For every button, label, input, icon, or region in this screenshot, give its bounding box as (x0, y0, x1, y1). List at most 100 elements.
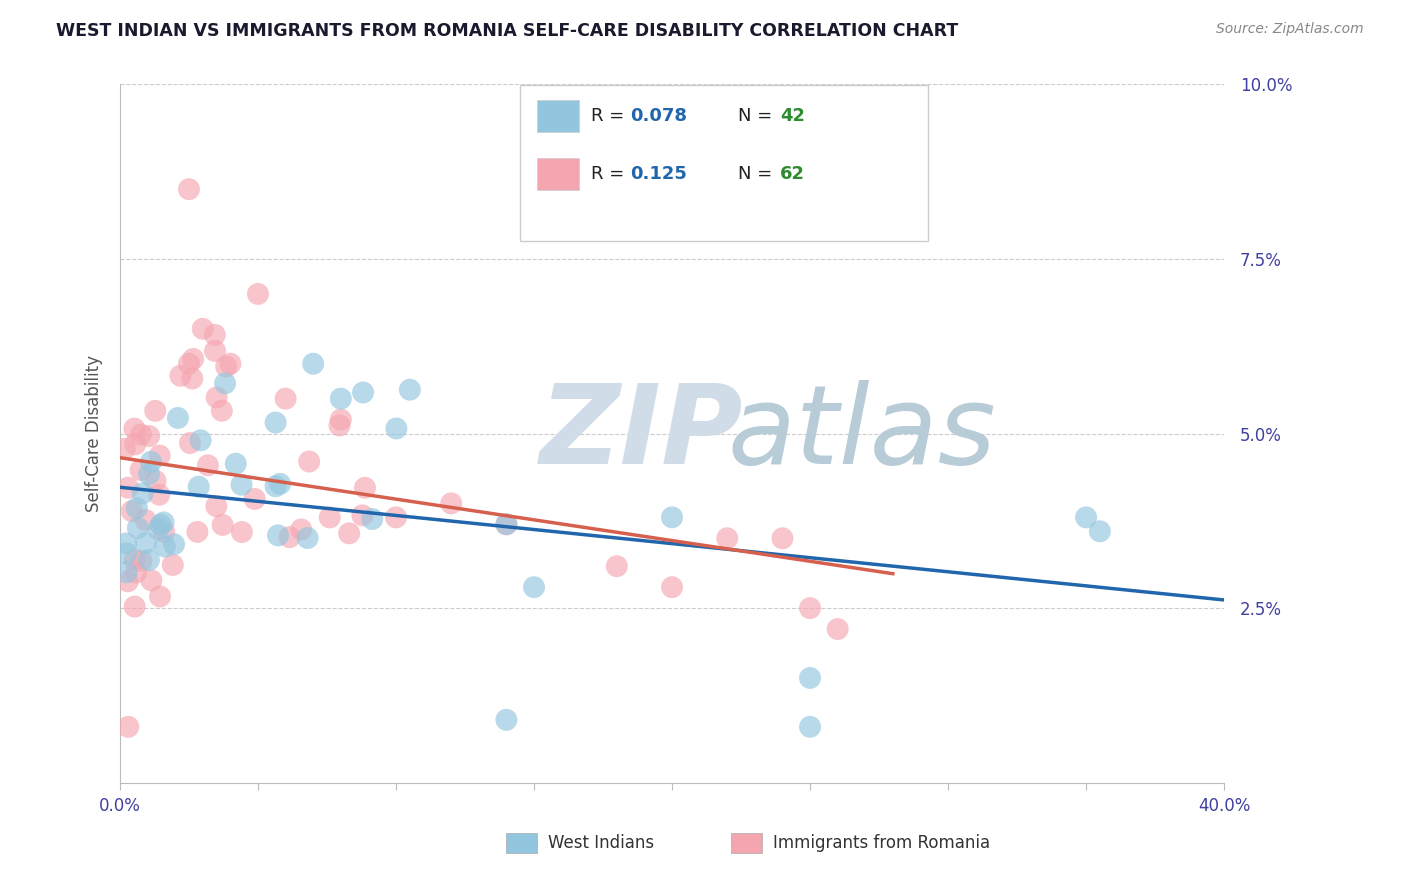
Text: N =: N = (738, 107, 778, 125)
Text: atlas: atlas (727, 380, 995, 487)
Point (197, 458, 219, 473)
Point (354, 481, 377, 495)
Text: WEST INDIAN VS IMMIGRANTS FROM ROMANIA SELF-CARE DISABILITY CORRELATION CHART: WEST INDIAN VS IMMIGRANTS FROM ROMANIA S… (56, 22, 959, 40)
Point (267, 528, 290, 542)
Point (278, 530, 301, 544)
Point (135, 513, 157, 527)
Point (177, 182, 200, 196)
Point (117, 481, 139, 495)
Point (214, 376, 236, 391)
Point (124, 421, 146, 435)
Point (121, 504, 143, 518)
Point (264, 479, 287, 493)
Point (138, 553, 160, 567)
Point (162, 558, 184, 572)
Point (1074, 510, 1097, 524)
Point (205, 499, 228, 513)
Point (243, 491, 266, 506)
Point (269, 476, 291, 491)
Point (211, 517, 233, 532)
Point (495, 517, 517, 532)
Point (1088, 524, 1111, 539)
Point (125, 566, 148, 580)
Text: West Indians: West Indians (548, 834, 654, 852)
Text: R =: R = (591, 107, 630, 125)
Text: Immigrants from Romania: Immigrants from Romania (773, 834, 990, 852)
Y-axis label: Self-Care Disability: Self-Care Disability (86, 355, 103, 512)
Point (186, 524, 208, 539)
Point (131, 554, 153, 568)
Point (337, 526, 360, 541)
Point (124, 437, 146, 451)
Text: 62: 62 (780, 165, 806, 183)
Point (148, 522, 170, 536)
Point (440, 496, 463, 510)
Point (181, 371, 204, 385)
Point (181, 351, 204, 366)
Point (141, 574, 163, 588)
Point (204, 327, 226, 342)
Point (204, 344, 226, 359)
Point (152, 516, 174, 530)
Point (211, 403, 233, 417)
Point (153, 540, 176, 554)
Point (143, 404, 166, 418)
Point (129, 463, 152, 477)
Point (117, 720, 139, 734)
Point (225, 457, 247, 471)
Point (191, 322, 214, 336)
Point (231, 477, 253, 491)
Point (328, 418, 350, 433)
Point (799, 720, 821, 734)
Point (145, 474, 167, 488)
Point (716, 531, 738, 545)
Point (131, 486, 153, 500)
Point (167, 411, 190, 425)
Point (117, 574, 139, 589)
Point (163, 537, 186, 551)
Point (329, 412, 352, 426)
Point (799, 601, 821, 615)
Point (149, 590, 172, 604)
Point (352, 508, 374, 523)
Point (129, 427, 152, 442)
Point (302, 357, 325, 371)
Point (115, 546, 138, 560)
Point (246, 286, 269, 301)
Point (772, 531, 794, 545)
Point (125, 501, 148, 516)
Point (661, 510, 683, 524)
Point (297, 531, 319, 545)
Text: ZIP: ZIP (540, 380, 742, 487)
Point (190, 434, 212, 448)
Point (138, 467, 160, 481)
Point (187, 480, 209, 494)
Point (205, 391, 228, 405)
Point (523, 580, 546, 594)
Point (179, 436, 201, 450)
Point (139, 455, 162, 469)
Point (361, 512, 384, 526)
Point (606, 559, 628, 574)
Point (124, 553, 146, 567)
Point (115, 536, 138, 550)
Point (495, 517, 517, 532)
Text: Source: ZipAtlas.com: Source: ZipAtlas.com (1216, 22, 1364, 37)
Point (231, 524, 253, 539)
Point (799, 671, 821, 685)
Point (115, 566, 138, 580)
Point (329, 392, 352, 406)
Point (385, 510, 408, 524)
Text: R =: R = (591, 165, 630, 183)
Point (298, 454, 321, 468)
Point (495, 713, 517, 727)
Point (169, 368, 191, 383)
Text: 0.125: 0.125 (630, 165, 686, 183)
Point (177, 357, 200, 371)
Point (274, 392, 297, 406)
Point (215, 359, 238, 374)
Point (399, 383, 422, 397)
Point (827, 622, 849, 636)
Point (149, 449, 172, 463)
Text: N =: N = (738, 165, 778, 183)
